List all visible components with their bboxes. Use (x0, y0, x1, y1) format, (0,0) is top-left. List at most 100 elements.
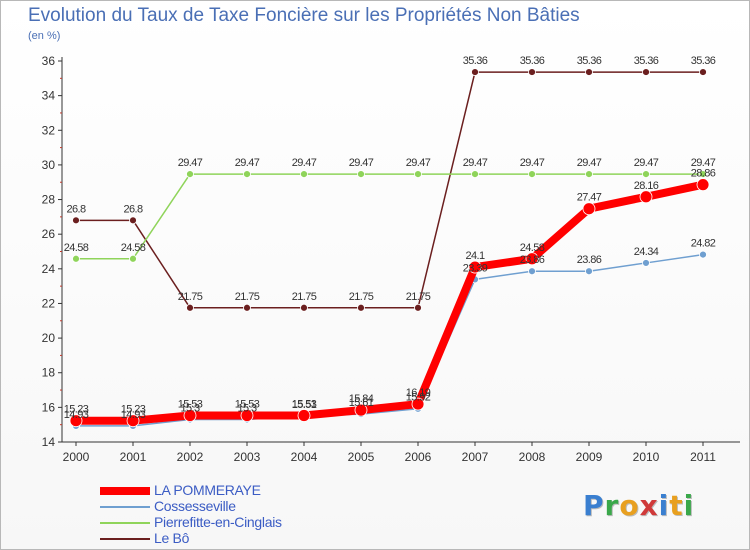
y-tick-label: 34 (42, 89, 56, 103)
y-tick-label: 26 (42, 227, 56, 241)
x-tick-label: 2005 (348, 450, 375, 464)
data-label-pierrefitte-en-cinglais: 29.47 (349, 157, 374, 169)
data-label-la-pommeraye: 15.53 (235, 399, 260, 411)
x-tick-label: 2007 (462, 450, 489, 464)
legend-label: Cossesseville (154, 498, 236, 514)
data-label-la-pommeraye: 15.84 (349, 393, 374, 405)
data-point-la-pommeraye (696, 178, 710, 192)
data-label-le-b-: 21.75 (292, 291, 317, 303)
data-label-cossesseville: 15.51 (292, 399, 317, 411)
data-label-cossesseville: 23.39 (463, 262, 488, 274)
data-label-cossesseville: 15.61 (349, 397, 374, 409)
data-label-pierrefitte-en-cinglais: 29.47 (520, 157, 545, 169)
data-point-le-b- (699, 68, 707, 76)
legend-label: LA POMMERAYE (154, 482, 261, 498)
data-point-la-pommeraye (297, 409, 311, 422)
data-point-pierrefitte-en-cinglais (471, 170, 479, 178)
data-point-la-pommeraye (582, 202, 596, 216)
y-tick-label: 18 (42, 366, 56, 380)
data-label-le-b-: 21.75 (235, 291, 260, 303)
data-label-la-pommeraye: 15.23 (64, 404, 89, 416)
series-line-cossesseville (75, 253, 704, 427)
data-point-pierrefitte-en-cinglais (243, 170, 251, 178)
data-label-la-pommeraye: 28.16 (634, 180, 659, 192)
data-label-cossesseville: 15.92 (406, 392, 431, 404)
data-label-cossesseville: 15.3 (180, 402, 199, 414)
data-point-le-b- (642, 68, 650, 76)
legend-item-pierrefitte-en-cinglais: Pierrefitte-en-Cinglais (100, 514, 360, 530)
data-point-le-b- (585, 68, 593, 76)
data-point-pierrefitte-en-cinglais (72, 254, 80, 263)
data-point-le-b- (414, 303, 422, 312)
data-point-cossesseville (642, 259, 650, 267)
series-line-le-b- (75, 71, 704, 309)
legend-item-la-pommeraye: LA POMMERAYE (100, 482, 360, 498)
x-tick-label: 2011 (690, 450, 716, 464)
chart-unit-label: (en %) (28, 30, 61, 42)
data-label-la-pommeraye: 15.53 (292, 399, 317, 411)
data-point-cossesseville (699, 250, 707, 259)
data-point-pierrefitte-en-cinglais (186, 170, 194, 178)
x-tick-label: 2002 (177, 450, 204, 464)
data-point-la-pommeraye (411, 397, 425, 411)
data-label-cossesseville: 23.86 (520, 254, 545, 266)
x-tick-label: 2009 (576, 450, 603, 464)
data-label-cossesseville: 15.3 (237, 402, 256, 414)
proxiti-logo: Proxiti (583, 489, 694, 522)
data-label-le-b-: 35.36 (577, 55, 602, 67)
data-point-le-b- (528, 68, 536, 76)
chart-title: Evolution du Taux de Taxe Foncière sur l… (28, 5, 580, 26)
x-tick-label: 2000 (63, 450, 90, 464)
data-label-pierrefitte-en-cinglais: 29.47 (406, 157, 431, 169)
data-point-le-b- (357, 303, 365, 312)
data-label-le-b-: 35.36 (634, 55, 659, 67)
data-label-le-b-: 21.75 (406, 291, 431, 303)
data-label-la-pommeraye: 27.47 (577, 192, 602, 204)
x-tick-label: 2006 (405, 450, 432, 464)
legend-item-cossesseville: Cossesseville (100, 498, 360, 514)
data-point-le-b- (72, 216, 80, 225)
data-label-la-pommeraye: 16.19 (406, 387, 431, 399)
data-label-pierrefitte-en-cinglais: 29.47 (292, 157, 317, 169)
series-line-la-pommeraye (72, 180, 707, 425)
data-point-le-b- (186, 303, 194, 312)
legend-swatch (100, 522, 150, 524)
data-label-pierrefitte-en-cinglais: 29.47 (463, 157, 488, 169)
data-label-le-b-: 26.8 (66, 203, 85, 215)
data-label-pierrefitte-en-cinglais: 29.47 (577, 157, 602, 169)
data-label-pierrefitte-en-cinglais: 29.47 (634, 157, 659, 169)
data-label-cossesseville: 14.93 (64, 409, 89, 421)
data-point-la-pommeraye (69, 414, 83, 428)
data-label-la-pommeraye: 15.23 (121, 404, 146, 416)
y-tick-label: 30 (42, 158, 56, 172)
logo-letter: t (669, 489, 684, 522)
series-line-pierrefitte-en-cinglais (75, 173, 704, 260)
chart-legend: LA POMMERAYE Cossesseville Pierrefitte-en-… (100, 482, 360, 546)
y-tick-label: 24 (42, 262, 56, 276)
y-tick-label: 22 (42, 296, 56, 310)
data-point-le-b- (300, 303, 308, 312)
data-point-pierrefitte-en-cinglais (699, 170, 707, 178)
data-point-la-pommeraye (525, 252, 539, 266)
x-tick-label: 2003 (234, 450, 261, 464)
data-label-pierrefitte-en-cinglais: 24.58 (64, 242, 89, 254)
data-label-le-b-: 35.36 (520, 55, 545, 67)
data-point-la-pommeraye (468, 260, 482, 274)
data-label-cossesseville: 24.82 (691, 238, 716, 250)
logo-letter: i (683, 489, 695, 522)
y-tick-label: 20 (42, 331, 56, 345)
data-label-pierrefitte-en-cinglais: 29.47 (691, 157, 716, 169)
data-label-le-b-: 26.8 (123, 203, 142, 215)
data-label-la-pommeraye: 15.53 (178, 399, 203, 411)
data-point-pierrefitte-en-cinglais (300, 170, 308, 178)
data-point-la-pommeraye (639, 190, 653, 204)
logo-letter: o (619, 489, 640, 522)
y-tick-label: 32 (42, 123, 56, 137)
data-label-le-b-: 21.75 (349, 291, 374, 303)
data-label-la-pommeraye: 24.1 (465, 250, 484, 262)
data-point-le-b- (129, 216, 137, 225)
data-label-cossesseville: 24.34 (634, 246, 659, 258)
legend-item-le-b-: Le Bô (100, 530, 360, 546)
y-tick-label: 28 (42, 193, 56, 207)
data-point-pierrefitte-en-cinglais (414, 170, 422, 178)
